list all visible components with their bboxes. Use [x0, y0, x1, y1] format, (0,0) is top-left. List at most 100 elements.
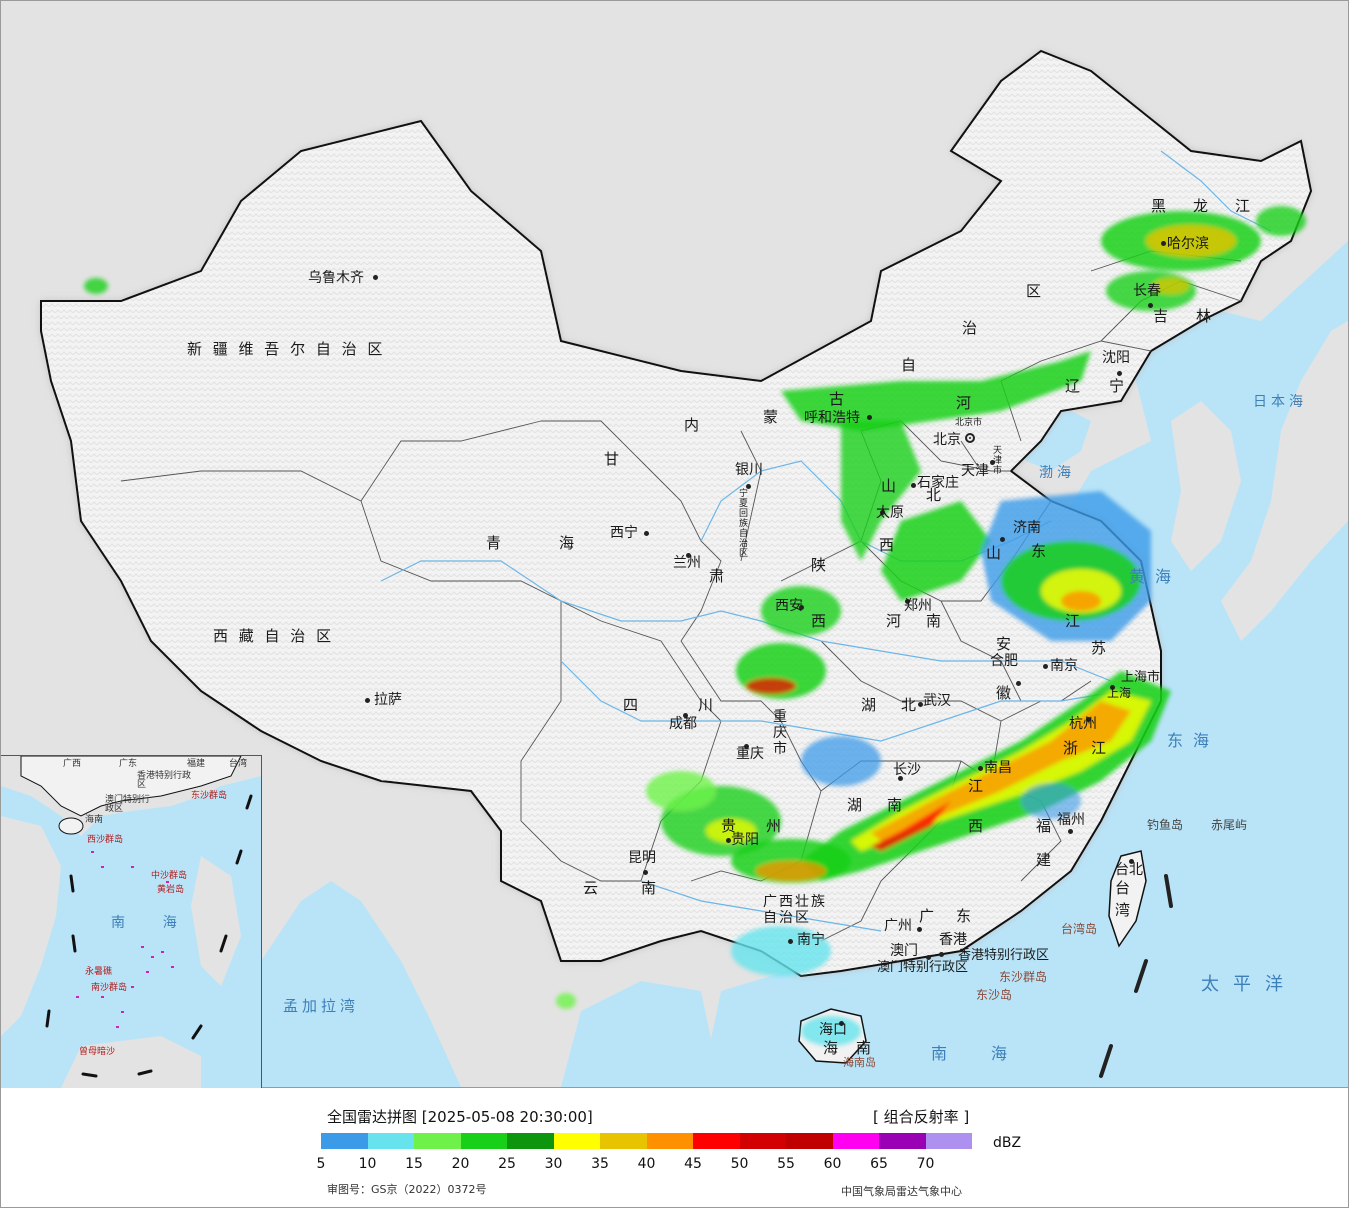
city-dot-nanchang	[978, 766, 983, 771]
province-shaanxi-1: 陕	[811, 556, 830, 574]
scale-tick-label: 60	[823, 1156, 842, 1172]
organization-name: 中国气象局雷达气象中心	[841, 1185, 962, 1198]
city-dot-hongkong	[939, 952, 944, 957]
province-jilin-2: 林	[1196, 307, 1215, 325]
korea-land	[1171, 401, 1241, 571]
sea-bohai: 渤海	[1039, 465, 1075, 481]
city-wuhan: 武汉	[923, 693, 951, 709]
province-guizhou-1: 贵	[721, 817, 740, 835]
province-jiangxi-1: 江	[968, 777, 987, 795]
inset-nine-dash	[45, 794, 253, 1078]
radar-echoes	[84, 206, 1306, 1046]
inset-borneo	[61, 1036, 201, 1088]
province-hunan-1: 湖	[847, 796, 866, 814]
city-chongqing: 重庆	[736, 746, 764, 762]
province-hebei-2: 北	[926, 486, 945, 504]
city-dot-zhengzhou	[905, 599, 910, 604]
scale-swatch	[786, 1133, 833, 1149]
region-macau: 澳门特别行政区	[877, 960, 969, 975]
inset-canvas	[1, 755, 261, 1088]
inset-label-dongsha: 东沙群岛	[191, 791, 228, 801]
inset-label-xisha: 西沙群岛	[87, 835, 124, 845]
province-xinjiang: 新 疆 维 吾 尔 自 治 区	[187, 340, 386, 358]
sea-bengal	[261, 881, 461, 1087]
province-hainan-1: 海	[823, 1039, 842, 1057]
city-hongkong: 香港	[939, 932, 967, 948]
region-hongkong: 香港特别行政区	[958, 948, 1050, 963]
province-neimenggu-4: 自	[901, 356, 920, 374]
inset-vietnam	[1, 816, 61, 1036]
city-dot-hefei	[1016, 681, 1021, 686]
province-ningxia: 宁夏回族自治区	[739, 489, 749, 559]
legend-title: 全国雷达拼图 [2025-05-08 20:30:00]	[327, 1108, 593, 1126]
scale-tick-label: 35	[591, 1156, 609, 1172]
inset-label-guangdong: 广东	[119, 759, 138, 769]
scale-swatch	[507, 1133, 554, 1149]
city-zhengzhou: 郑州	[904, 598, 932, 614]
city-haikou: 海口	[819, 1022, 847, 1038]
scale-swatch	[460, 1133, 507, 1149]
city-hangzhou: 杭州	[1069, 716, 1097, 732]
inset-label-zengmu: 曾母暗沙	[79, 1047, 116, 1057]
china-land	[40, 49, 1313, 978]
city-dot-lhasa	[365, 698, 370, 703]
province-shanghai: 上海市	[1121, 670, 1161, 685]
japan-land	[1221, 321, 1348, 641]
province-hubei-2: 北	[901, 696, 920, 714]
city-dot-guangzhou	[917, 927, 922, 932]
city-dot-wuhan	[918, 702, 923, 707]
city-taipei: 台北	[1115, 862, 1143, 878]
city-beijing: 北京	[933, 432, 961, 448]
city-chengdu: 成都	[669, 716, 697, 732]
scale-tick-label: 45	[684, 1156, 702, 1172]
scale-tick-label: 65	[870, 1156, 888, 1172]
inset-china-land	[20, 755, 242, 817]
scale-swatch	[600, 1133, 647, 1149]
inset-label-yongshu: 永暑礁	[85, 967, 113, 977]
island-hainan: 海南岛	[843, 1056, 876, 1069]
city-dot-shijiazhuang	[911, 483, 916, 488]
province-qinghai-1: 青	[486, 534, 505, 552]
province-guangxi: 广西壮族自治区	[763, 894, 827, 926]
province-shanxi-1: 山	[881, 477, 900, 495]
city-dot-haikou	[839, 1021, 844, 1026]
city-dot-yinchuan	[746, 484, 751, 489]
province-gansu-2: 肃	[709, 567, 728, 585]
city-dot-harbin	[1161, 241, 1166, 246]
legend: 全国雷达拼图 [2025-05-08 20:30:00] [ 组合反射率 ] d…	[1, 1088, 1348, 1207]
scale-tick-label: 50	[730, 1156, 749, 1172]
inset-label-taiwan: 台湾	[229, 759, 248, 769]
province-qinghai-2: 海	[559, 534, 578, 552]
map-area: 新 疆 维 吾 尔 自 治 区 西 藏 自 治 区 青 海 甘 肃 内 蒙 古 …	[1, 1, 1348, 1088]
city-fuzhou: 福州	[1057, 812, 1085, 828]
province-jilin-1: 吉	[1153, 307, 1172, 325]
province-neimenggu-6: 区	[1026, 282, 1045, 300]
capital-icon	[965, 433, 975, 443]
province-neimenggu-3: 古	[829, 390, 848, 408]
city-dot-nanning	[788, 939, 793, 944]
province-yunnan-1: 云	[583, 879, 602, 897]
inset-hainan	[58, 817, 84, 835]
province-shaanxi-2: 西	[811, 612, 830, 630]
city-dot-hangzhou	[1086, 717, 1091, 722]
province-anhui-2: 徽	[996, 684, 1015, 702]
city-taiyuan: 太原	[876, 505, 904, 521]
city-tianjin: 天津	[961, 463, 989, 479]
city-xining: 西宁	[610, 525, 638, 541]
sea-yellow: 黄海	[1129, 567, 1182, 586]
sea-south: 南海	[931, 1044, 1052, 1063]
province-zhejiang-2: 江	[1091, 739, 1110, 757]
island-diaoyu: 钓鱼岛	[1147, 818, 1184, 832]
city-dot-fuzhou	[1068, 829, 1073, 834]
province-guangdong-1: 广	[919, 907, 938, 925]
city-kunming: 昆明	[628, 850, 656, 866]
sea-pacific: 太平洋	[1201, 974, 1297, 995]
inset-label-macau: 澳门特别行政区	[105, 795, 151, 814]
scale-tick-label: 30	[544, 1156, 563, 1172]
province-neimenggu-5: 治	[962, 319, 981, 337]
scale-swatch	[739, 1133, 786, 1149]
city-dot-taipei	[1129, 859, 1134, 864]
city-dot-kunming	[643, 870, 648, 875]
product-name: [ 组合反射率 ]	[873, 1108, 970, 1126]
